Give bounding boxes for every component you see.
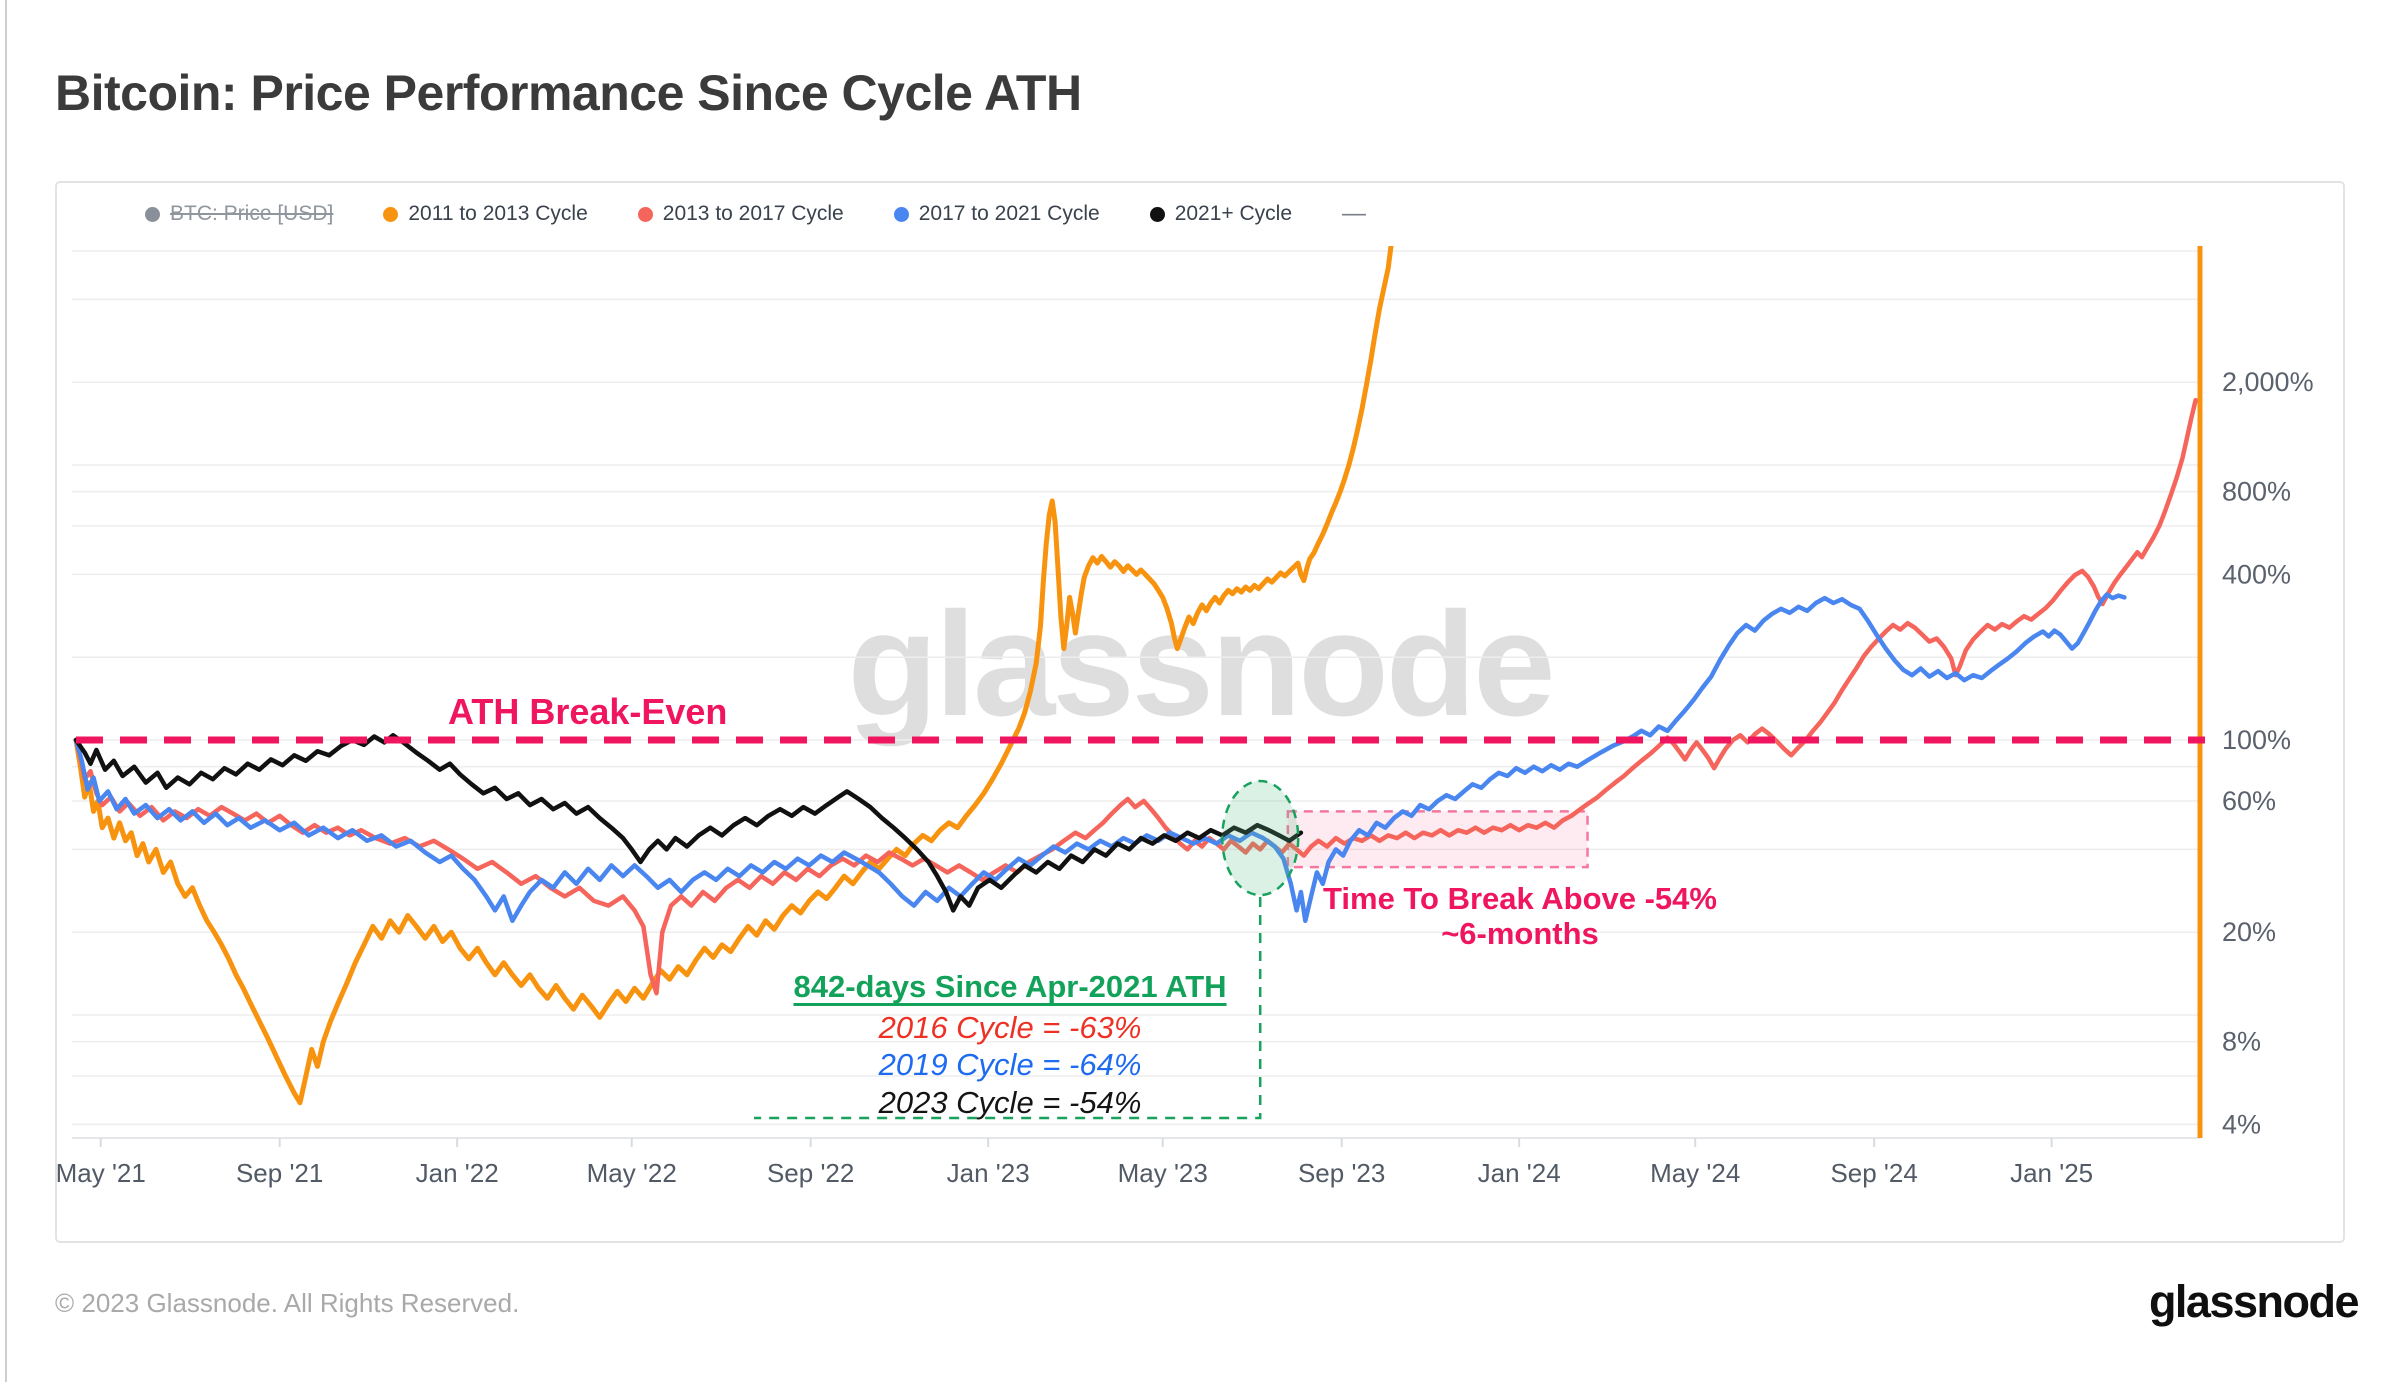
series-line-1 — [73, 397, 2198, 996]
legend-dash-icon: — — [1342, 200, 1367, 227]
cycle-note-callout-line — [754, 897, 1262, 1120]
y-tick-label: 8% — [2222, 1027, 2261, 1057]
window-edge — [5, 0, 7, 1382]
legend-item-0[interactable]: BTC: Price [USD] — [145, 202, 333, 226]
x-tick-label: Jan '23 — [947, 1158, 1030, 1188]
y-tick-label: 20% — [2222, 917, 2276, 947]
x-tick-label: May '21 — [56, 1158, 146, 1188]
x-tick-label: Sep '23 — [1298, 1158, 1385, 1188]
x-tick-label: May '23 — [1118, 1158, 1208, 1188]
y-tick-label: 60% — [2222, 786, 2276, 816]
legend-item-3[interactable]: 2017 to 2021 Cycle — [893, 202, 1100, 226]
chart-card — [55, 181, 2345, 1243]
legend-item-5[interactable]: — — [1342, 200, 1366, 228]
cycle-note-line-1: 2019 Cycle = -64% — [878, 1047, 1142, 1083]
x-tick-label: Sep '22 — [767, 1158, 854, 1188]
legend-item-label: BTC: Price [USD] — [170, 202, 334, 225]
series-line-2 — [73, 592, 2127, 924]
legend-dot-icon — [383, 206, 399, 222]
focus-ellipse — [1220, 779, 1300, 897]
legend-dot-icon — [1149, 206, 1165, 222]
legend-item-label: 2013 to 2017 Cycle — [662, 202, 844, 225]
x-tick-label: May '24 — [1650, 1158, 1740, 1188]
y-tick-label: 800% — [2222, 477, 2291, 507]
copyright-text: © 2023 Glassnode. All Rights Reserved. — [55, 1288, 520, 1318]
x-tick-label: Jan '24 — [1478, 1158, 1561, 1188]
glassnode-logo: glassnode — [2148, 1276, 2360, 1327]
series-line-3 — [73, 733, 1304, 913]
chart-legend: BTC: Price [USD] 2011 to 2013 Cycle 2013 t… — [145, 200, 1366, 228]
x-tick-label: Jan '25 — [2010, 1158, 2093, 1188]
legend-dot-icon — [637, 206, 653, 222]
cycle-note-line-2: 2023 Cycle = -54% — [878, 1085, 1142, 1121]
break-note-line2: ~6-months — [1441, 915, 1599, 951]
y-tick-label: 400% — [2222, 559, 2291, 589]
legend-item-label: 2011 to 2013 Cycle — [408, 202, 588, 225]
y-tick-label: 4% — [2222, 1109, 2261, 1139]
x-tick-label: Sep '21 — [236, 1158, 323, 1188]
break-note-line1: Time To Break Above -54% — [1323, 881, 1717, 916]
cycle-comparison-note: 842-days Since Apr-2021 ATH 2016 Cycle =… — [760, 969, 1260, 1121]
legend-dot-icon — [145, 206, 160, 222]
x-tick-label: Jan '22 — [416, 1158, 499, 1188]
legend-item-4[interactable]: 2021+ Cycle — [1149, 202, 1293, 226]
x-tick-label: May '22 — [587, 1158, 677, 1188]
legend-item-2[interactable]: 2013 to 2017 Cycle — [637, 202, 844, 226]
ath-breakeven-label: ATH Break-Even — [448, 691, 728, 732]
cycle-note-lines: 2016 Cycle = -63% 2019 Cycle = -64% 2023 C… — [760, 1009, 1260, 1121]
page-title: Bitcoin: Price Performance Since Cycle A… — [55, 64, 1082, 121]
series-line-0 — [73, 246, 1394, 1106]
y-tick-label: 100% — [2222, 725, 2291, 755]
break-above-note: Time To Break Above -54% ~6-months — [1300, 881, 1740, 951]
x-tick-label: Sep '24 — [1830, 1158, 1917, 1188]
legend-item-label: 2017 to 2021 Cycle — [918, 202, 1100, 225]
y-tick-label: 2,000% — [2222, 367, 2314, 397]
legend-item-label: 2021+ Cycle — [1174, 202, 1293, 225]
cycle-note-line-0: 2016 Cycle = -63% — [878, 1009, 1142, 1045]
legend-item-1[interactable]: 2011 to 2013 Cycle — [383, 202, 588, 226]
cycle-note-title: 842-days Since Apr-2021 ATH — [793, 969, 1227, 1004]
legend-dot-icon — [893, 206, 909, 222]
